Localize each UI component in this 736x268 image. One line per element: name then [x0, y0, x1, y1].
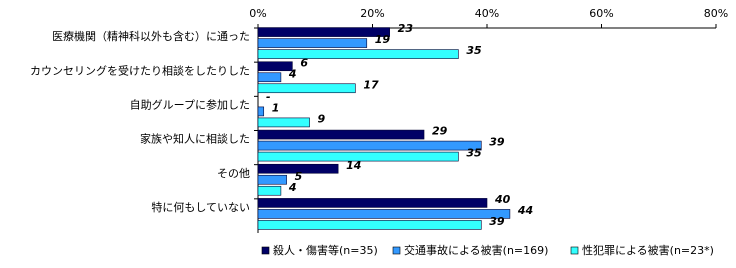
- y-tick-label: その他: [217, 167, 250, 180]
- value-label: 19: [375, 33, 391, 46]
- x-tick-label: 60%: [589, 7, 613, 20]
- legend-label: 殺人・傷害等(n=35): [273, 243, 378, 257]
- value-label: 29: [432, 125, 448, 138]
- bar: [257, 174, 287, 185]
- bar: [257, 220, 482, 230]
- value-label: 44: [517, 204, 533, 217]
- value-label: 4: [288, 181, 297, 194]
- bar: [257, 163, 339, 174]
- legend-swatch: [570, 246, 579, 255]
- value-label: 1: [272, 101, 280, 114]
- x-tick-label: 0%: [249, 7, 266, 20]
- bar: [257, 72, 282, 83]
- bar: [257, 61, 293, 72]
- value-label: 14: [346, 159, 361, 172]
- value-label: 39: [489, 136, 505, 149]
- legend-swatch: [261, 246, 270, 255]
- value-label: 23: [398, 22, 414, 35]
- y-tick-label: 家族や知人に相談した: [140, 132, 250, 146]
- value-label: 40: [494, 193, 511, 206]
- y-tick-label: カウンセリングを受けたり相談をしたりした: [30, 63, 250, 77]
- bar: [257, 129, 425, 140]
- value-label: -: [266, 90, 271, 103]
- bar: [257, 140, 482, 151]
- value-label: 35: [466, 147, 482, 160]
- value-label: 9: [318, 112, 326, 125]
- legend-swatch: [392, 246, 401, 255]
- x-tick-label: 40%: [475, 7, 499, 20]
- bar: [257, 209, 511, 219]
- x-tick-label: 20%: [360, 7, 384, 20]
- value-label: 5: [295, 170, 303, 183]
- bar: [257, 106, 265, 117]
- value-label: 4: [288, 67, 297, 80]
- value-label: 6: [300, 56, 308, 69]
- value-label: 35: [466, 44, 482, 57]
- bar: [257, 198, 488, 208]
- bar: [257, 117, 310, 128]
- x-tick-label: 80%: [704, 7, 728, 20]
- bar: [257, 83, 356, 94]
- value-label: 39: [489, 215, 505, 228]
- value-label: 17: [363, 78, 379, 91]
- legend-label: 交通事故による被害(n=169): [404, 243, 548, 257]
- y-tick-label: 医療機関（精神科以外も含む）に通った: [52, 29, 250, 43]
- bar: [257, 151, 459, 162]
- bar: [257, 38, 368, 48]
- bar: [257, 49, 459, 59]
- bar: [257, 27, 390, 37]
- bar: [257, 185, 282, 196]
- legend-label: 性犯罪による被害(n=23*): [582, 243, 714, 257]
- y-tick-label: 自助グループに参加した: [130, 97, 250, 111]
- y-tick-label: 特に何もしていない: [151, 200, 250, 214]
